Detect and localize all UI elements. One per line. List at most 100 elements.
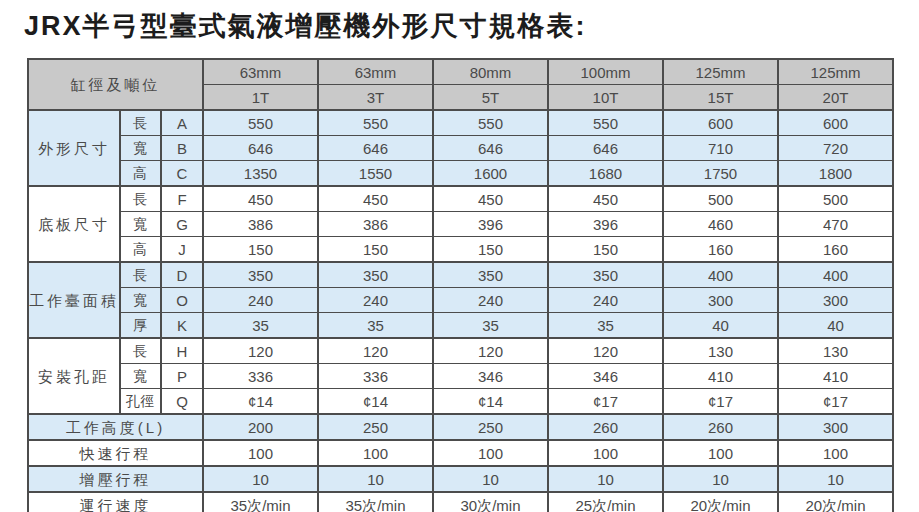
spec-row: 寬O240240240240300300	[28, 288, 893, 313]
code-cell: D	[161, 262, 203, 288]
summary-value-cell: 260	[663, 414, 778, 440]
value-cell: 386	[203, 212, 318, 237]
corner-header-cell: 缸徑及噸位	[28, 59, 203, 110]
spec-row: 工作臺面積長D350350350350400400	[28, 262, 893, 288]
summary-row: 工作高度(L)200250250260260300	[28, 414, 893, 440]
code-cell: C	[161, 161, 203, 187]
tonnage-header-cell: 20T	[778, 85, 893, 111]
value-cell: ¢14	[433, 389, 548, 415]
code-cell: F	[161, 186, 203, 212]
group-label-cell: 工作臺面積	[28, 262, 120, 338]
spec-row: 外形尺寸長A550550550550600600	[28, 110, 893, 136]
value-cell: 346	[548, 364, 663, 389]
summary-label-cell: 運行速度	[28, 492, 203, 512]
code-cell: K	[161, 313, 203, 339]
summary-row: 增壓行程101010101010	[28, 466, 893, 492]
summary-row: 快速行程100100100100100100	[28, 440, 893, 466]
dim-label-cell: 寬	[120, 288, 161, 313]
summary-value-cell: 10	[318, 466, 433, 492]
spec-row: 安裝孔距長H120120120120130130	[28, 338, 893, 364]
value-cell: 120	[433, 338, 548, 364]
value-cell: 150	[548, 237, 663, 263]
value-cell: 550	[433, 110, 548, 136]
dim-label-cell: 長	[120, 338, 161, 364]
summary-row: 運行速度35次/min35次/min30次/min25次/min20次/min2…	[28, 492, 893, 512]
value-cell: 646	[318, 136, 433, 161]
summary-value-cell: 20次/min	[663, 492, 778, 512]
value-cell: ¢17	[778, 389, 893, 415]
tonnage-header-cell: 10T	[548, 85, 663, 111]
value-cell: 550	[203, 110, 318, 136]
bore-header-cell: 125mm	[663, 59, 778, 85]
value-cell: 646	[548, 136, 663, 161]
dim-label-cell: 長	[120, 110, 161, 136]
value-cell: 500	[778, 186, 893, 212]
spec-table-body: 外形尺寸長A550550550550600600寬B64664664664671…	[28, 110, 893, 512]
value-cell: 450	[318, 186, 433, 212]
value-cell: 410	[778, 364, 893, 389]
value-cell: 450	[548, 186, 663, 212]
value-cell: 1350	[203, 161, 318, 187]
summary-value-cell: 10	[203, 466, 318, 492]
spec-row: 寬B646646646646710720	[28, 136, 893, 161]
spec-row: 高C135015501600168017501800	[28, 161, 893, 187]
dim-label-cell: 長	[120, 262, 161, 288]
dim-label-cell: 寬	[120, 364, 161, 389]
bore-header-cell: 80mm	[433, 59, 548, 85]
value-cell: 1750	[663, 161, 778, 187]
spec-row: 底板尺寸長F450450450450500500	[28, 186, 893, 212]
spec-row: 寬G386386396396460470	[28, 212, 893, 237]
value-cell: 300	[663, 288, 778, 313]
spec-table: 缸徑及噸位63mm63mm80mm100mm125mm125mm1T3T5T10…	[27, 58, 894, 512]
value-cell: 350	[433, 262, 548, 288]
summary-value-cell: 200	[203, 414, 318, 440]
summary-value-cell: 10	[433, 466, 548, 492]
value-cell: 160	[778, 237, 893, 263]
value-cell: 240	[548, 288, 663, 313]
value-cell: 336	[203, 364, 318, 389]
bore-header-row: 缸徑及噸位63mm63mm80mm100mm125mm125mm	[28, 59, 893, 85]
value-cell: 460	[663, 212, 778, 237]
summary-value-cell: 100	[203, 440, 318, 466]
value-cell: 386	[318, 212, 433, 237]
value-cell: 1600	[433, 161, 548, 187]
value-cell: 600	[663, 110, 778, 136]
value-cell: 35	[203, 313, 318, 339]
summary-value-cell: 300	[778, 414, 893, 440]
dim-label-cell: 高	[120, 237, 161, 263]
code-cell: O	[161, 288, 203, 313]
value-cell: 240	[318, 288, 433, 313]
group-label-cell: 安裝孔距	[28, 338, 120, 414]
bore-header-cell: 63mm	[203, 59, 318, 85]
value-cell: 240	[203, 288, 318, 313]
value-cell: 120	[203, 338, 318, 364]
value-cell: 646	[203, 136, 318, 161]
spec-row: 孔徑Q¢14¢14¢14¢17¢17¢17	[28, 389, 893, 415]
value-cell: 40	[663, 313, 778, 339]
value-cell: 400	[778, 262, 893, 288]
summary-value-cell: 100	[318, 440, 433, 466]
value-cell: 150	[433, 237, 548, 263]
value-cell: 120	[548, 338, 663, 364]
value-cell: 130	[663, 338, 778, 364]
value-cell: 646	[433, 136, 548, 161]
summary-value-cell: 35次/min	[203, 492, 318, 512]
dim-label-cell: 厚	[120, 313, 161, 339]
tonnage-header-cell: 15T	[663, 85, 778, 111]
value-cell: 1550	[318, 161, 433, 187]
value-cell: 150	[318, 237, 433, 263]
value-cell: 346	[433, 364, 548, 389]
code-cell: G	[161, 212, 203, 237]
summary-value-cell: 10	[663, 466, 778, 492]
value-cell: 35	[548, 313, 663, 339]
value-cell: ¢14	[203, 389, 318, 415]
spec-row: 厚K353535354040	[28, 313, 893, 339]
summary-value-cell: 250	[433, 414, 548, 440]
value-cell: 240	[433, 288, 548, 313]
dim-label-cell: 寬	[120, 136, 161, 161]
value-cell: 400	[663, 262, 778, 288]
dim-label-cell: 長	[120, 186, 161, 212]
summary-value-cell: 250	[318, 414, 433, 440]
summary-value-cell: 20次/min	[778, 492, 893, 512]
value-cell: 350	[318, 262, 433, 288]
